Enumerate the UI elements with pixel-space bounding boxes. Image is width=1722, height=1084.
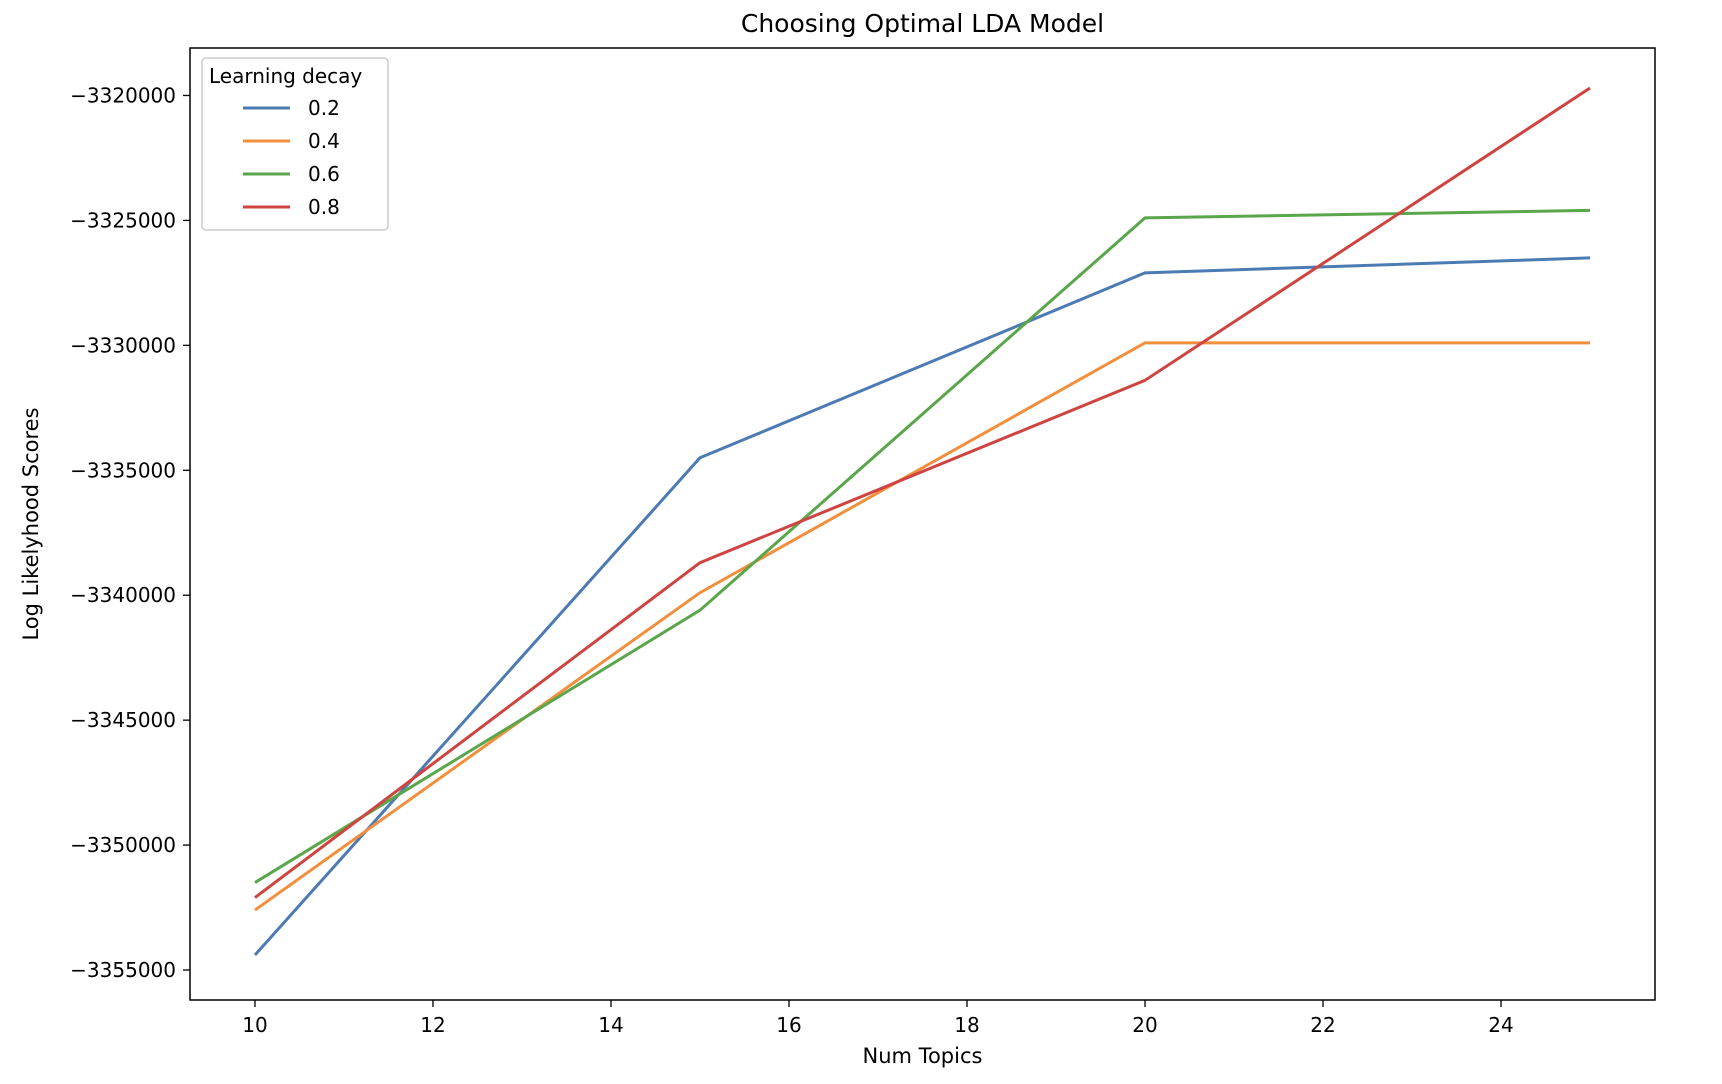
y-axis-title: Log Likelyhood Scores <box>19 407 43 640</box>
y-tick-label: −3320000 <box>70 83 176 107</box>
y-tick-label: −3330000 <box>70 333 176 357</box>
x-tick-label: 20 <box>1132 1013 1157 1037</box>
y-axis: −3320000 −3325000 −3330000 −3335000 −3340000… <box>70 83 190 982</box>
chart-title: Choosing Optimal LDA Model <box>741 9 1104 38</box>
x-axis-title: Num Topics <box>863 1044 983 1068</box>
x-tick-label: 24 <box>1488 1013 1513 1037</box>
y-tick-label: −3325000 <box>70 208 176 232</box>
series-line <box>254 341 1591 912</box>
legend-label: 0.6 <box>308 162 340 186</box>
x-tick-label: 16 <box>776 1013 801 1037</box>
x-tick-label: 10 <box>242 1013 267 1037</box>
legend-label: 0.8 <box>308 195 340 219</box>
series-0-4 <box>254 341 1591 912</box>
y-tick-label: −3335000 <box>70 458 176 482</box>
series-layer <box>253 86 1591 957</box>
legend-box <box>201 57 389 231</box>
x-axis: 10 12 14 16 18 20 22 24 <box>242 1000 1514 1037</box>
x-tick-label: 14 <box>598 1013 623 1037</box>
series-0-6 <box>254 208 1591 884</box>
y-tick-label: −3350000 <box>70 833 176 857</box>
series-line <box>254 208 1591 884</box>
legend-item: 0.4 <box>243 129 340 153</box>
y-tick-label: −3355000 <box>70 958 176 982</box>
series-0-2 <box>253 256 1591 957</box>
x-tick-label: 18 <box>954 1013 979 1037</box>
y-tick-label: −3345000 <box>70 708 176 732</box>
series-line <box>253 256 1591 957</box>
y-tick-label: −3340000 <box>70 583 176 607</box>
legend-item: 0.6 <box>243 162 340 186</box>
series-line <box>254 86 1591 899</box>
legend-item: 0.8 <box>243 195 340 219</box>
x-tick-label: 22 <box>1310 1013 1335 1037</box>
legend-label: 0.4 <box>308 129 340 153</box>
legend: Learning decay 0.2 0.4 0.6 0.8 <box>201 57 389 231</box>
series-0-8 <box>254 86 1591 899</box>
legend-item: 0.2 <box>243 96 340 120</box>
legend-title: Learning decay <box>209 64 362 88</box>
legend-label: 0.2 <box>308 96 340 120</box>
x-tick-label: 12 <box>420 1013 445 1037</box>
